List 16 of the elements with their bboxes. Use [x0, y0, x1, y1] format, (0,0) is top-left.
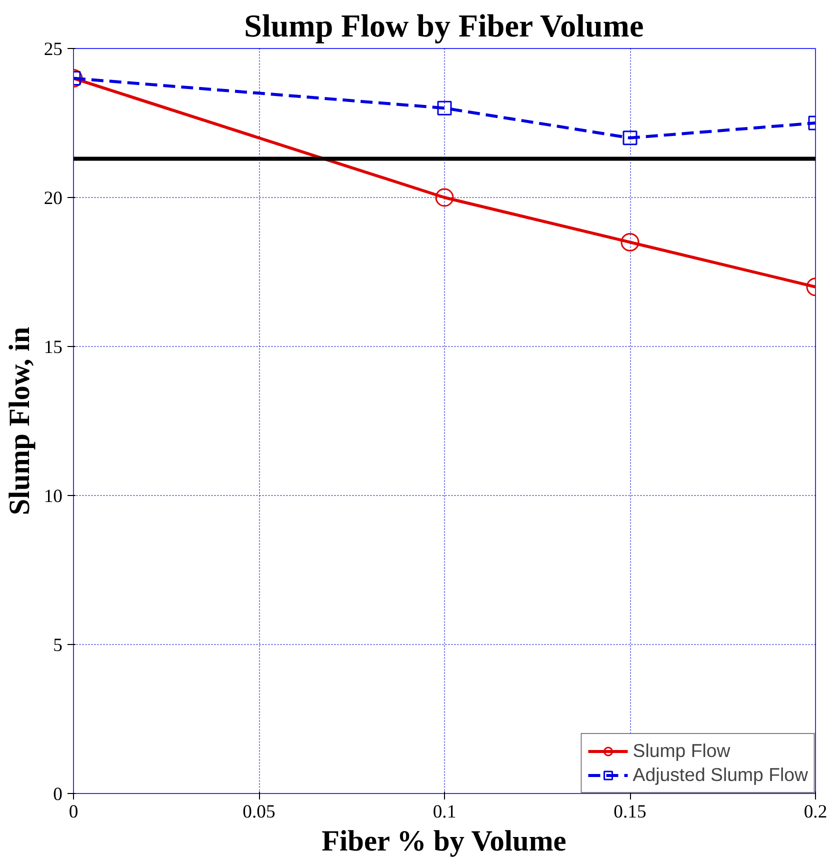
y-tick-label: 20 [44, 188, 62, 209]
y-axis-title: Slump Flow, in [4, 326, 36, 516]
legend-label: Slump Flow [632, 740, 730, 762]
x-tick-label: 0.1 [432, 802, 456, 822]
x-tick-label: 0.2 [804, 802, 828, 822]
x-tick-label: 0.05 [242, 802, 276, 822]
x-tick-label: 0.15 [614, 802, 646, 822]
y-tick-label: 0 [53, 784, 62, 805]
y-tick-label: 10 [44, 486, 62, 507]
chart-title: Slump Flow by Fiber Volume [244, 8, 644, 44]
y-tick-label: 15 [44, 337, 62, 358]
x-tick-label: 0 [68, 802, 78, 822]
x-axis-title: Fiber % by Volume [322, 826, 566, 858]
y-tick-label: 5 [53, 635, 62, 656]
legend-label: Adjusted Slump Flow [632, 764, 808, 786]
y-tick-label: 25 [44, 39, 62, 60]
